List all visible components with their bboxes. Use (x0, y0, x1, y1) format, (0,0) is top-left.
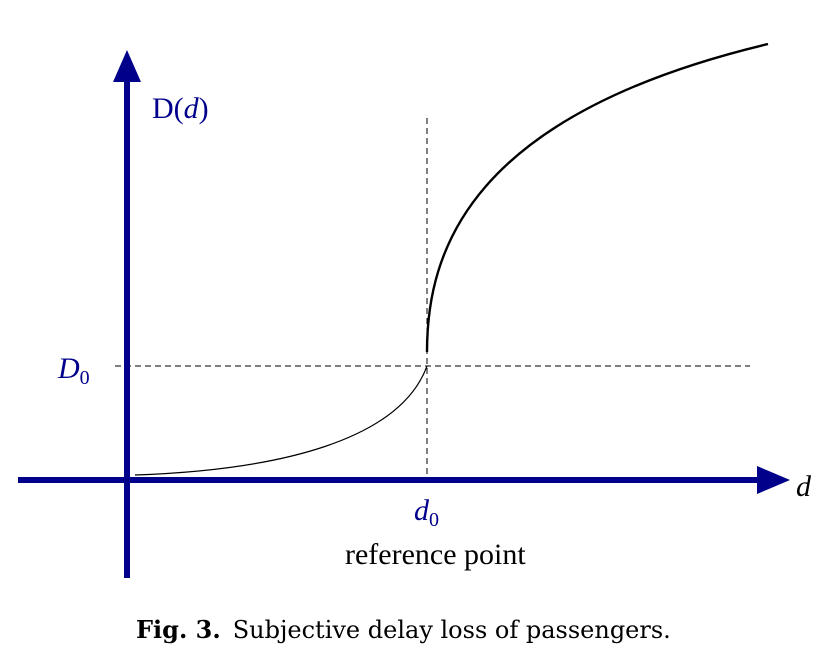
caption-text: Subjective delay loss of passengers. (233, 616, 671, 644)
loss-curve-lower (134, 365, 428, 476)
figure-caption: Fig. 3. Subjective delay loss of passenge… (136, 615, 671, 644)
y-axis-label-close: ) (199, 92, 209, 125)
y-axis-label-var: d (184, 92, 200, 125)
x-axis-arrowhead (757, 466, 790, 494)
D0-label-base: D (57, 352, 80, 385)
y-axis-label: D(d) (152, 92, 209, 125)
d0-label: d0 (414, 494, 439, 531)
D0-label-sub: 0 (80, 367, 90, 389)
x-axis-label: d (796, 470, 812, 503)
y-axis-label-main: D( (152, 92, 184, 125)
loss-curve-upper (425, 42, 769, 353)
D0-label: D0 (57, 352, 90, 389)
reference-point-label: reference point (345, 538, 526, 571)
d0-label-sub: 0 (429, 509, 439, 531)
caption-number: Fig. 3. (136, 615, 221, 644)
d0-label-base: d (414, 494, 430, 527)
y-axis-arrowhead (113, 50, 141, 82)
